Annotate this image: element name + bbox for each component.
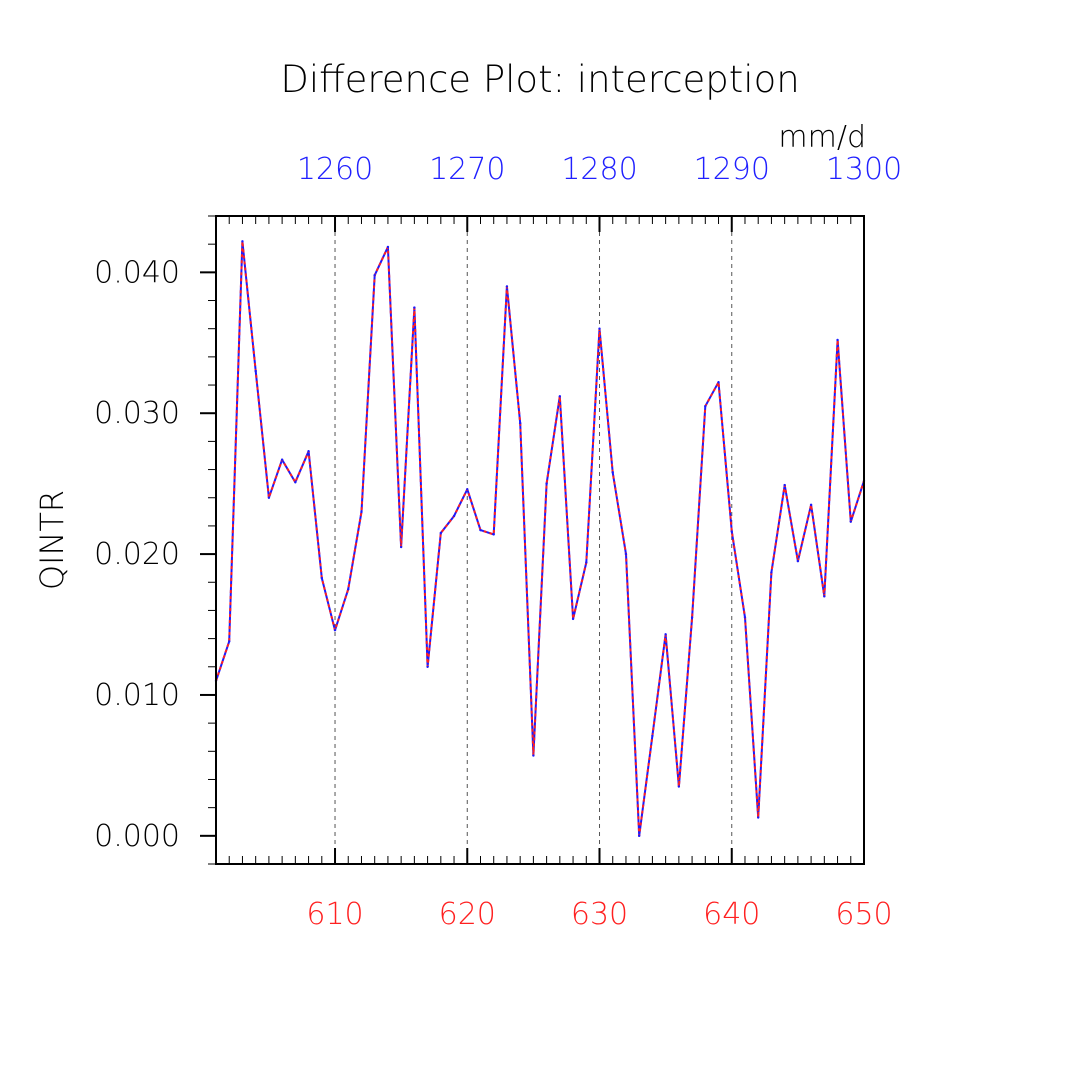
tick-labels: 610 620 630 640 650 1260 1270 1280 1290 1300 0.000… — [94, 152, 902, 932]
x-top-tick-label: 1280 — [561, 152, 637, 187]
data-point — [294, 481, 297, 484]
data-point — [386, 245, 390, 249]
data-point — [333, 628, 337, 632]
y-axis-label: QINTR — [33, 490, 71, 590]
data-point — [360, 510, 363, 514]
plot-frame — [215, 215, 865, 865]
x-top-tick-label: 1260 — [297, 152, 373, 187]
data-point — [439, 531, 443, 535]
y-tick-label: 0.030 — [94, 396, 180, 431]
data-point — [624, 552, 628, 556]
x-top-tick-label: 1290 — [694, 152, 770, 187]
data-point — [796, 559, 800, 563]
data-point — [241, 240, 244, 243]
data-point — [717, 381, 720, 384]
y-tick-label: 0.020 — [94, 537, 180, 572]
series-line-blue — [215, 240, 865, 837]
data-point — [823, 595, 826, 598]
data-point — [651, 734, 654, 738]
data-point — [611, 471, 614, 474]
data-point — [413, 306, 416, 309]
data-point — [770, 571, 773, 574]
data-point — [704, 404, 707, 408]
data-point — [809, 503, 813, 506]
data-point — [571, 617, 575, 621]
data-point — [347, 588, 350, 591]
x-top-tick-label: 1270 — [429, 152, 505, 187]
data-point — [399, 545, 403, 549]
data-point — [505, 285, 509, 288]
x-tick-label: 620 — [439, 897, 496, 932]
data-point — [690, 616, 694, 619]
data-point — [730, 530, 733, 533]
x-tick-label: 630 — [571, 897, 628, 932]
data-point — [677, 785, 681, 788]
data-point — [280, 458, 284, 461]
data-point — [598, 327, 601, 330]
data-point — [254, 369, 257, 373]
data-point — [637, 834, 641, 838]
data-point — [545, 482, 548, 485]
data-point — [532, 754, 535, 757]
data-point — [373, 273, 376, 277]
data-series — [214, 240, 866, 838]
axis-ticks — [200, 215, 865, 865]
data-point — [783, 483, 786, 487]
data-point — [757, 816, 760, 819]
y-tick-label: 0.010 — [94, 678, 180, 713]
x-tick-label: 610 — [306, 897, 363, 932]
data-point — [267, 496, 271, 499]
data-point — [743, 616, 747, 619]
data-point — [466, 488, 469, 491]
x-top-tick-label: 1300 — [826, 152, 902, 187]
y-tick-label: 0.040 — [94, 255, 180, 290]
data-point — [849, 520, 852, 523]
series-line-red-dashed — [215, 240, 865, 837]
data-point — [492, 533, 495, 536]
data-point — [320, 576, 323, 580]
x-tick-label: 640 — [703, 897, 760, 932]
x-tick-label: 650 — [835, 897, 892, 932]
data-point — [479, 528, 482, 532]
data-point — [307, 450, 310, 453]
data-point — [426, 665, 429, 668]
data-point — [518, 421, 522, 425]
chart-title: Difference Plot: interception — [280, 58, 799, 101]
data-point — [558, 395, 562, 398]
data-point — [228, 640, 231, 643]
data-point — [585, 561, 588, 564]
data-point — [452, 514, 456, 518]
gridlines — [334, 216, 733, 864]
units-label: mm/d — [778, 120, 866, 155]
data-point — [836, 338, 839, 342]
y-tick-label: 0.000 — [94, 819, 180, 854]
data-point — [664, 633, 667, 636]
